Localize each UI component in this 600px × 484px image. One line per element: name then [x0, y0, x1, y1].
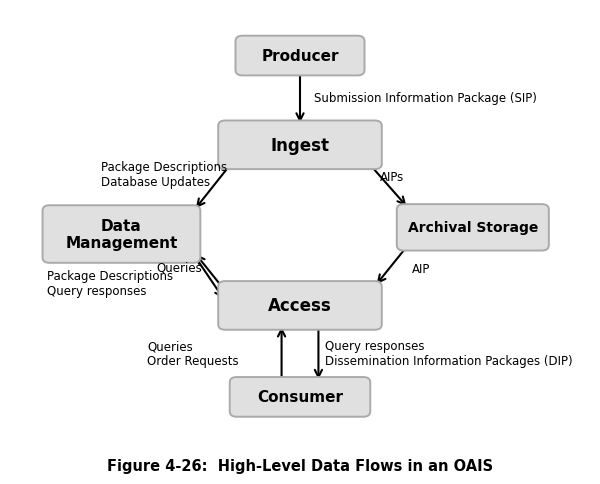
- Text: Package Descriptions
Database Updates: Package Descriptions Database Updates: [101, 161, 227, 188]
- FancyBboxPatch shape: [43, 206, 200, 263]
- Text: AIP: AIP: [412, 262, 431, 275]
- Text: Package Descriptions
Query responses: Package Descriptions Query responses: [47, 270, 173, 298]
- FancyBboxPatch shape: [230, 377, 370, 417]
- Text: AIPs: AIPs: [379, 170, 404, 183]
- Text: Queries
Order Requests: Queries Order Requests: [148, 339, 239, 367]
- Text: Figure 4-26:  High-Level Data Flows in an OAIS: Figure 4-26: High-Level Data Flows in an…: [107, 458, 493, 473]
- Text: Consumer: Consumer: [257, 390, 343, 405]
- Text: Ingest: Ingest: [271, 136, 329, 154]
- Text: Query responses
Dissemination Information Packages (DIP): Query responses Dissemination Informatio…: [325, 339, 572, 367]
- Text: Queries: Queries: [157, 261, 202, 274]
- FancyBboxPatch shape: [218, 121, 382, 170]
- Text: Access: Access: [268, 297, 332, 315]
- Text: Producer: Producer: [261, 49, 339, 64]
- FancyBboxPatch shape: [397, 205, 549, 251]
- Text: Archival Storage: Archival Storage: [407, 221, 538, 235]
- Text: Submission Information Package (SIP): Submission Information Package (SIP): [314, 92, 537, 105]
- FancyBboxPatch shape: [235, 37, 365, 76]
- FancyBboxPatch shape: [218, 282, 382, 330]
- Text: Data
Management: Data Management: [65, 218, 178, 251]
